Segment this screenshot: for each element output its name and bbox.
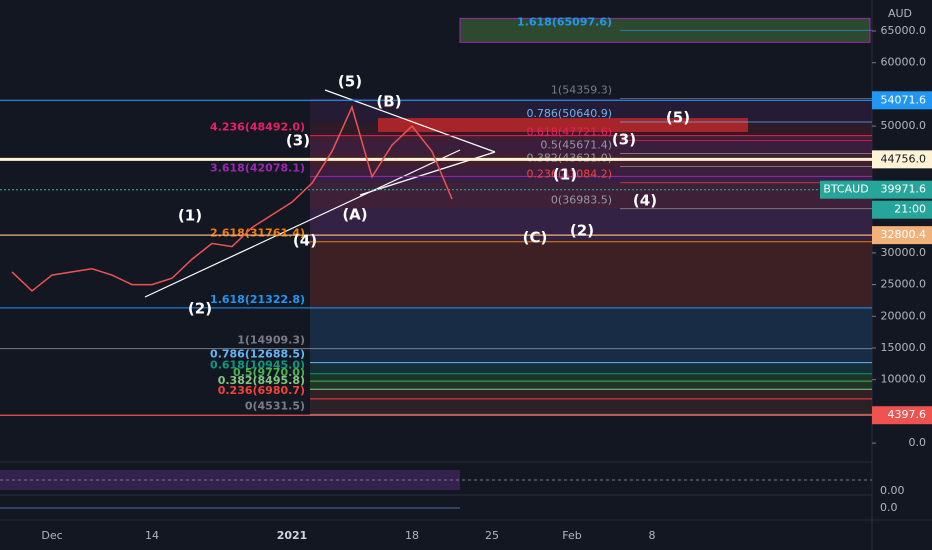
symbol-label: BTCAUD [823, 183, 868, 196]
trendline [144, 149, 461, 298]
y-tick-label: 30000.0 [881, 246, 927, 259]
x-tick-label: 18 [405, 529, 419, 542]
y-tick-label: 10000.0 [881, 373, 927, 386]
fib-zone [310, 98, 872, 123]
x-tick-label: Dec [41, 529, 62, 542]
wave-label: (B) [376, 93, 401, 111]
fib-label: 0.786(12688.5) [210, 348, 305, 361]
time-label: 21:00 [894, 203, 926, 216]
indicator-label: 0.0 [880, 501, 898, 514]
fib-zone [310, 241, 872, 308]
price-tag-label: 32800.4 [881, 228, 927, 241]
fib-label: 0.618(47721.6) [526, 126, 612, 139]
fib-zone [310, 398, 872, 415]
price-tag [872, 91, 932, 110]
wave-label: (4) [633, 192, 657, 210]
indicator-label: 0.00 [880, 484, 905, 497]
fib-zone [310, 182, 872, 209]
price-tag [872, 150, 932, 169]
time-tag [872, 200, 932, 219]
wave-label: (3) [286, 132, 310, 150]
x-tick-label: 25 [485, 529, 499, 542]
fib-label: 1.618(21322.8) [210, 293, 305, 306]
price-tag [872, 180, 932, 199]
fib-label: 0.786(50640.9) [526, 107, 612, 120]
fib-zone [310, 373, 872, 382]
y-tick-label: 60000.0 [881, 56, 927, 69]
fib-label: 0.5(9770.0) [233, 366, 305, 379]
price-line-series [11, 104, 453, 292]
y-tick-label: 0.0 [909, 436, 927, 449]
fib-zone [310, 140, 872, 154]
wave-label: (2) [188, 300, 212, 318]
wave-label: (3) [612, 131, 636, 149]
wave-label: (2) [570, 222, 594, 240]
x-tick-label: 14 [145, 529, 159, 542]
price-tag-label: 39971.6 [881, 183, 927, 196]
symbol-tag [820, 180, 872, 199]
wave-label: (C) [523, 229, 548, 247]
fib-label: 0.618(10945.0) [210, 359, 305, 372]
fib-zone [310, 307, 872, 349]
fib-label: 2.618(31761.4) [210, 227, 305, 240]
x-tick-label: 8 [649, 529, 656, 542]
y-tick-label: 65000.0 [881, 24, 927, 37]
fib-label: 1.618(65097.6) [517, 15, 612, 28]
wave-label: (5) [666, 109, 690, 127]
fib-label: 0.382(8495.8) [218, 374, 305, 387]
y-tick-label: 15000.0 [881, 341, 927, 354]
wave-label: (1) [553, 166, 577, 184]
y-tick-label: 50000.0 [881, 119, 927, 132]
y-tick-label: 25000.0 [881, 278, 927, 291]
fib-zone [310, 348, 872, 363]
price-tag-label: 4397.6 [888, 408, 927, 421]
fib-zone [310, 381, 872, 390]
fib-label: 3.618(42078.1) [210, 161, 305, 174]
wave-label: (1) [178, 207, 202, 225]
x-tick-label: 2021 [277, 529, 308, 542]
fib-label: 0.236(41084.2) [526, 168, 612, 181]
fib-label: 4.236(48492.0) [210, 121, 305, 134]
price-tag [872, 226, 932, 245]
price-tag-label: 54071.6 [881, 93, 927, 106]
price-tag [872, 406, 932, 425]
fib-label: 1(14909.3) [237, 334, 305, 347]
wave-label: (A) [342, 206, 367, 224]
y-tick-label: 20000.0 [881, 309, 927, 322]
x-tick-label: Feb [562, 529, 581, 542]
currency-label: AUD [888, 7, 912, 20]
fib-label: 0(4531.5) [245, 399, 305, 412]
fib-label: 1(54359.3) [551, 83, 612, 96]
wave-label: (5) [338, 73, 362, 91]
fib-label: 0(36983.5) [551, 194, 612, 207]
wave-label: (4) [293, 232, 317, 250]
fib-label: 0.5(45671.4) [540, 139, 612, 152]
fib-zone [310, 166, 872, 183]
fib-zone [310, 389, 872, 399]
price-tag-label: 44756.0 [881, 152, 927, 165]
fib-zone [310, 362, 872, 374]
fib-label: 0.236(6980.7) [218, 384, 305, 397]
